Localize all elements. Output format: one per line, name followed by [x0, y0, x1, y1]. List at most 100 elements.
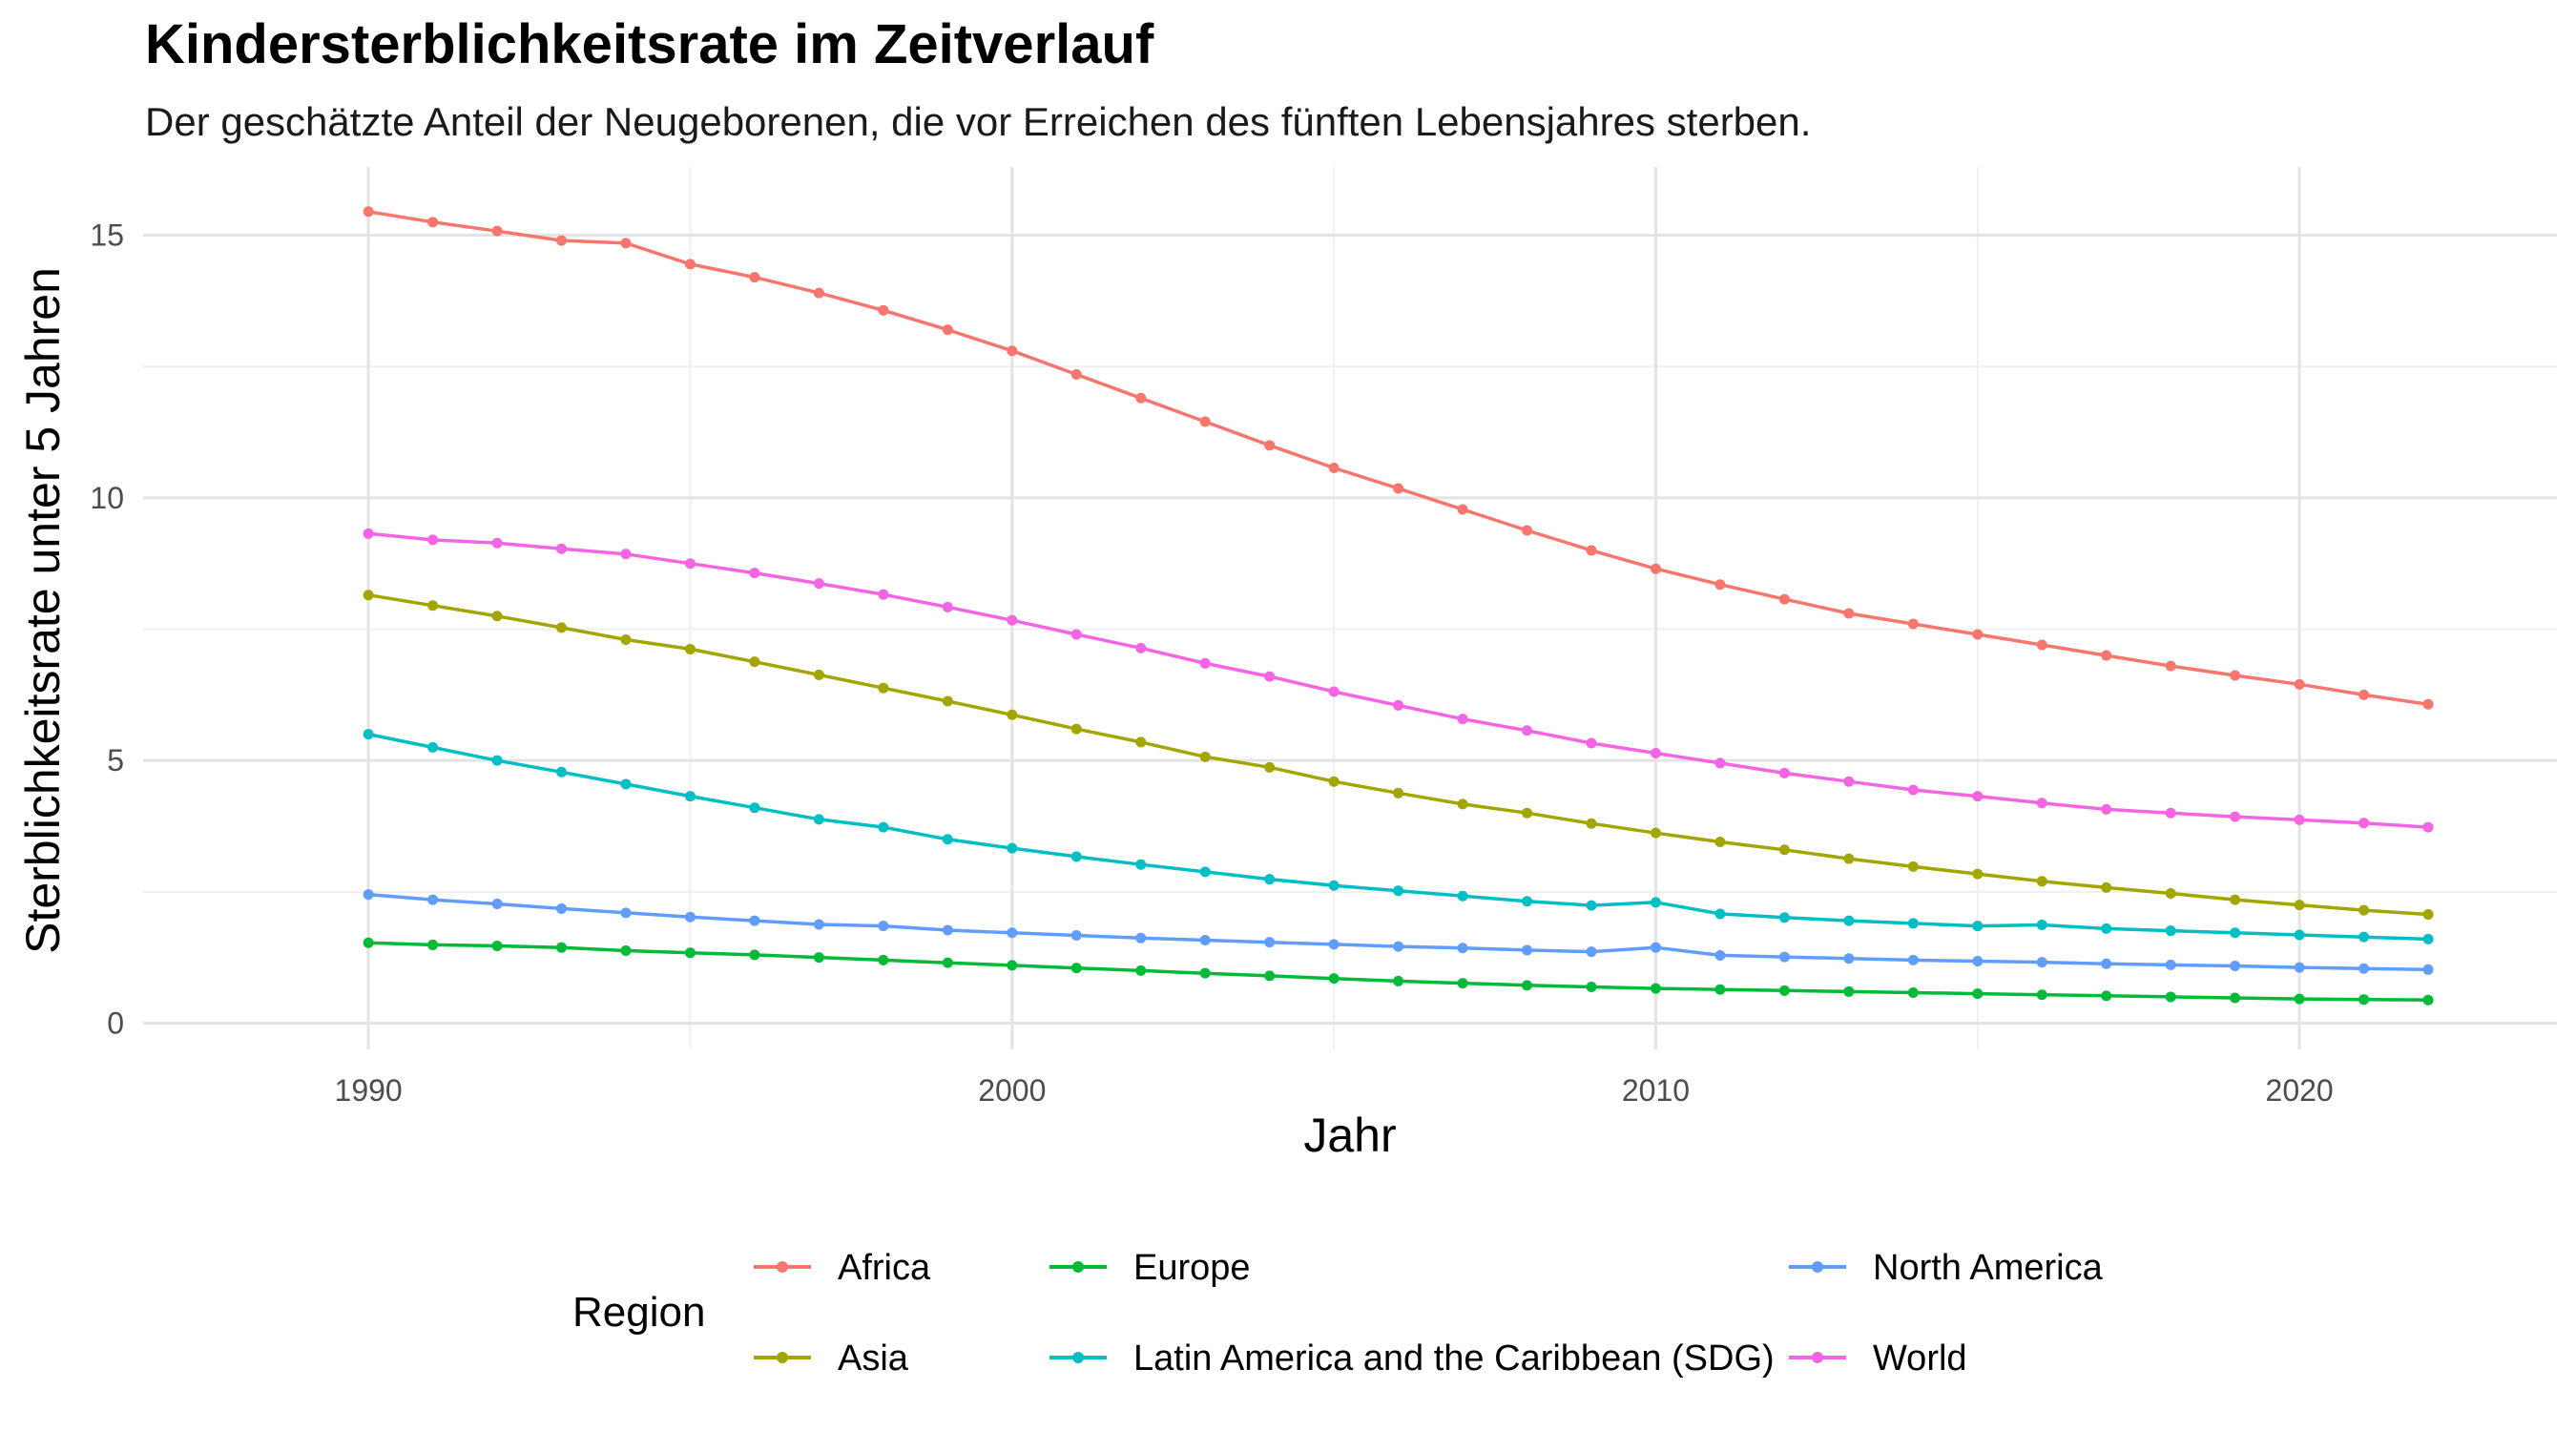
data-point — [749, 568, 760, 579]
y-tick-label: 5 — [107, 743, 124, 778]
data-point — [813, 287, 824, 299]
data-point — [1457, 890, 1468, 902]
data-point — [556, 543, 568, 554]
data-point — [1007, 709, 1018, 720]
data-point — [2165, 660, 2176, 672]
data-point — [1907, 954, 1919, 965]
series-line-world — [367, 531, 2429, 829]
data-point — [684, 791, 696, 802]
data-point — [427, 534, 439, 546]
data-point — [1843, 776, 1855, 787]
data-point — [1907, 918, 1919, 929]
data-point — [1393, 975, 1404, 986]
data-point — [2165, 991, 2176, 1003]
data-point — [749, 802, 760, 814]
data-point — [427, 600, 439, 612]
data-point — [813, 669, 824, 680]
legend-label: World — [1873, 1338, 1967, 1379]
data-point — [620, 238, 632, 249]
data-point — [942, 601, 953, 612]
data-point — [1264, 874, 1276, 885]
data-point — [2422, 908, 2434, 920]
data-point — [2358, 689, 2370, 700]
data-point — [2358, 904, 2370, 916]
data-point — [1135, 736, 1147, 748]
data-point — [1778, 593, 1790, 605]
data-point — [363, 937, 374, 948]
legend-label: Asia — [838, 1338, 909, 1379]
series-lines — [363, 206, 2434, 1006]
data-point — [1199, 657, 1211, 669]
y-tick-label: 10 — [90, 481, 124, 515]
y-tick-label: 0 — [107, 1006, 124, 1040]
data-point — [1778, 951, 1790, 963]
data-point — [620, 778, 632, 790]
data-point — [1007, 345, 1018, 357]
data-point — [1522, 525, 1533, 536]
data-point — [1843, 608, 1855, 619]
data-point — [1007, 927, 1018, 939]
data-point — [2358, 994, 2370, 1006]
data-point — [1264, 440, 1276, 451]
series-asia — [363, 590, 2434, 920]
data-point — [1135, 932, 1147, 944]
legend-item-europe: Europe — [1049, 1248, 1251, 1288]
data-point — [1843, 985, 1855, 997]
data-point — [1199, 866, 1211, 878]
data-point — [684, 643, 696, 654]
data-point — [2101, 958, 2112, 969]
y-axis-title: Sterblichkeitsrate unter 5 Jahren — [16, 267, 70, 954]
data-point — [1843, 915, 1855, 926]
series-africa — [363, 206, 2434, 710]
data-point — [1907, 784, 1919, 796]
legend-swatch-point — [1072, 1352, 1084, 1363]
data-point — [556, 235, 568, 246]
data-point — [2230, 811, 2241, 822]
data-point — [684, 911, 696, 923]
data-point — [813, 919, 824, 930]
data-point — [1135, 859, 1147, 870]
data-point — [2294, 993, 2305, 1005]
data-point — [2294, 962, 2305, 973]
data-point — [1070, 629, 1082, 640]
data-point — [1778, 844, 1790, 856]
series-europe — [363, 937, 2434, 1006]
data-point — [2422, 994, 2434, 1006]
data-point — [2165, 807, 2176, 819]
data-point — [1972, 629, 1984, 640]
data-point — [2230, 894, 2241, 905]
data-point — [2165, 887, 2176, 899]
data-point — [2422, 964, 2434, 975]
data-point — [1586, 900, 1597, 911]
data-point — [1070, 851, 1082, 862]
data-point — [1070, 368, 1082, 380]
legend-item-africa: Africa — [754, 1248, 931, 1288]
chart-title: Kindersterblichkeitsrate im Zeitverlauf — [145, 13, 1154, 75]
legend-title: Region — [572, 1289, 705, 1336]
data-point — [1070, 963, 1082, 974]
data-point — [2036, 920, 2047, 931]
legend-label: North America — [1873, 1248, 2104, 1288]
data-point — [1972, 791, 1984, 802]
legend-swatch-point — [1072, 1261, 1084, 1273]
data-point — [1522, 896, 1533, 907]
data-point — [1843, 953, 1855, 964]
series-line-north-america — [367, 892, 2429, 972]
series-latin-america-and-the-caribbean-sdg — [363, 729, 2434, 944]
data-point — [1714, 984, 1726, 995]
series-line-latin-america-and-the-caribbean-sdg — [367, 732, 2429, 942]
data-point — [813, 814, 824, 825]
data-point — [2101, 650, 2112, 661]
data-point — [942, 957, 953, 968]
data-point — [1714, 837, 1726, 848]
data-point — [1328, 776, 1340, 787]
data-point — [749, 949, 760, 961]
data-point — [2230, 670, 2241, 681]
x-axis-title: Jahr — [1303, 1109, 1396, 1162]
data-point — [2230, 927, 2241, 939]
data-point — [1264, 761, 1276, 773]
data-point — [1714, 757, 1726, 769]
data-point — [2422, 821, 2434, 833]
legend-swatch-point — [1812, 1352, 1823, 1363]
data-point — [2230, 992, 2241, 1004]
